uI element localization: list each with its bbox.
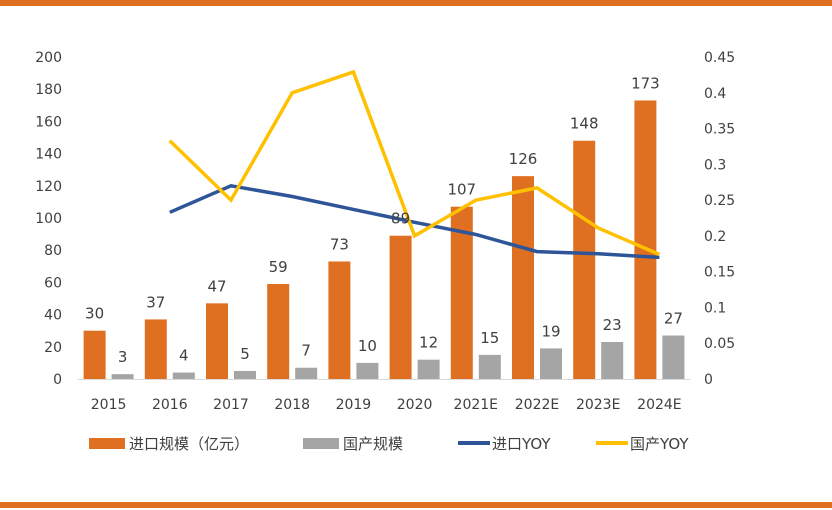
y-left-tick-label: 160 — [35, 114, 62, 130]
x-tick-label: 2024E — [637, 397, 681, 413]
import-bar — [206, 303, 228, 379]
x-tick-label: 2023E — [576, 397, 620, 413]
import-bar — [389, 235, 412, 379]
x-axis: 2015 2016 2017 2018 2019 2020 2021E 2022E 2023E 2… — [91, 397, 682, 413]
x-tick-label: 2015 — [91, 397, 127, 413]
domestic-bar — [172, 372, 195, 379]
import-bar — [83, 330, 106, 379]
domestic-yoy-line — [168, 69, 661, 257]
legend-domestic-bar-swatch — [303, 438, 339, 449]
bar-data-label: 148 — [570, 115, 599, 133]
y-left-tick-label: 20 — [44, 340, 62, 356]
left-axis: 0 20 40 60 80 100 120 140 160 180 200 — [35, 50, 62, 388]
import-yoy-line — [169, 183, 660, 260]
bottom-rule — [0, 502, 832, 508]
y-left-tick-label: 100 — [35, 211, 62, 227]
bar-data-label: 59 — [269, 258, 288, 276]
bar-data-label: 5 — [240, 345, 250, 363]
top-rule — [0, 0, 832, 6]
bar-data-label: 23 — [603, 316, 622, 334]
domestic-bar — [234, 370, 256, 379]
y-right-tick-label: 0.15 — [704, 265, 735, 281]
domestic-bar — [295, 367, 318, 379]
bar-labels: 30 37 47 59 73 89 107 126 148 173 3 4 5 7 10 12 15 19 23 27 — [85, 74, 683, 366]
bar-data-label: 19 — [541, 322, 560, 340]
domestic-bar — [540, 348, 562, 379]
y-right-tick-label: 0.1 — [704, 300, 726, 316]
bar-data-label: 173 — [631, 74, 660, 92]
bar-data-label: 30 — [85, 305, 104, 323]
x-tick-label: 2021E — [454, 397, 498, 413]
legend-domestic-bar-label: 国产规模 — [343, 435, 403, 453]
legend-import-bar-label: 进口规模（亿元） — [129, 435, 249, 453]
domestic-bar — [417, 359, 440, 379]
x-tick-label: 2019 — [336, 397, 372, 413]
bar-data-label: 4 — [179, 347, 189, 365]
y-right-tick-label: 0.05 — [704, 336, 735, 352]
y-right-tick-label: 0.3 — [704, 157, 726, 173]
domestic-bar — [662, 335, 685, 379]
y-right-tick-label: 0 — [704, 372, 713, 388]
y-right-tick-label: 0.45 — [704, 50, 735, 66]
y-right-tick-label: 0.35 — [704, 122, 735, 138]
bar-data-label: 37 — [146, 293, 165, 311]
domestic-bar — [356, 362, 379, 379]
x-tick-label: 2018 — [274, 397, 310, 413]
y-left-tick-label: 0 — [53, 372, 62, 388]
domestic-bar — [478, 354, 501, 379]
bar-data-label: 3 — [118, 348, 128, 366]
x-tick-label: 2022E — [515, 397, 559, 413]
legend: 进口规模（亿元） 国产规模 进口YOY 国产YOY — [89, 435, 689, 453]
domestic-bar — [601, 341, 624, 379]
lines — [168, 69, 661, 260]
y-left-tick-label: 60 — [44, 275, 62, 291]
import-bar — [450, 206, 473, 379]
import-bar — [328, 261, 351, 379]
y-left-tick-label: 120 — [35, 179, 62, 195]
bar-data-label: 107 — [447, 181, 476, 199]
bar-data-label: 15 — [480, 329, 499, 347]
bar-data-label: 10 — [358, 337, 377, 355]
bar-data-label: 12 — [419, 334, 438, 352]
y-right-tick-label: 0.2 — [704, 229, 726, 245]
y-left-tick-label: 140 — [35, 147, 62, 163]
y-left-tick-label: 40 — [44, 308, 62, 324]
bar-data-label: 7 — [301, 342, 311, 360]
x-tick-label: 2017 — [213, 397, 249, 413]
y-right-tick-label: 0.4 — [704, 86, 726, 102]
legend-import-yoy-label: 进口YOY — [492, 435, 551, 453]
domestic-bar — [111, 374, 134, 379]
legend-domestic-yoy-label: 国产YOY — [630, 435, 689, 453]
y-left-tick-label: 80 — [44, 243, 62, 259]
bar-data-label: 126 — [509, 150, 538, 168]
x-tick-label: 2016 — [152, 397, 188, 413]
bars — [83, 100, 685, 379]
import-bar — [634, 100, 657, 379]
import-bar — [573, 140, 596, 379]
y-right-tick-label: 0.25 — [704, 193, 735, 209]
right-axis: 0 0.05 0.1 0.15 0.2 0.25 0.3 0.35 0.4 0.45 — [704, 50, 735, 388]
bar-data-label: 73 — [330, 235, 349, 253]
import-bar — [267, 284, 290, 379]
bar-data-label: 47 — [207, 277, 226, 295]
import-bar — [144, 319, 167, 379]
y-left-tick-label: 180 — [35, 82, 62, 98]
y-left-tick-label: 200 — [35, 50, 62, 66]
legend-import-bar-swatch — [89, 438, 125, 449]
bar-data-label: 89 — [391, 210, 410, 228]
bar-data-label: 27 — [664, 310, 683, 328]
x-tick-label: 2020 — [397, 397, 433, 413]
import-bar — [512, 176, 534, 379]
